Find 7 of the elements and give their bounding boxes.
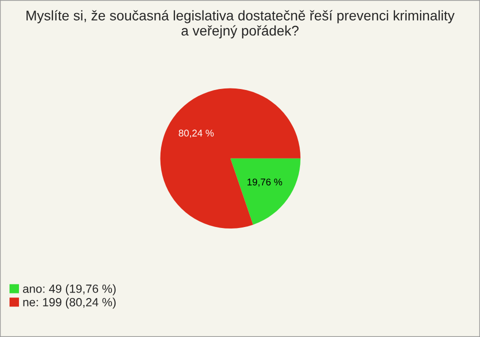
pie-slice [160, 88, 300, 228]
data-label: 80,24 % [178, 130, 214, 138]
pie-slice [230, 158, 300, 225]
data-label: 19,76 % [248, 178, 282, 187]
legend-label: ano: 49 (19,76 %) [23, 284, 116, 296]
chart-title: Myslíte si, že současná legislativa dostatečně řeší prevenci kriminality a veřejný pořádek? [26, 10, 455, 38]
legend-label: ne: 199 (80,24 %) [23, 298, 116, 309]
